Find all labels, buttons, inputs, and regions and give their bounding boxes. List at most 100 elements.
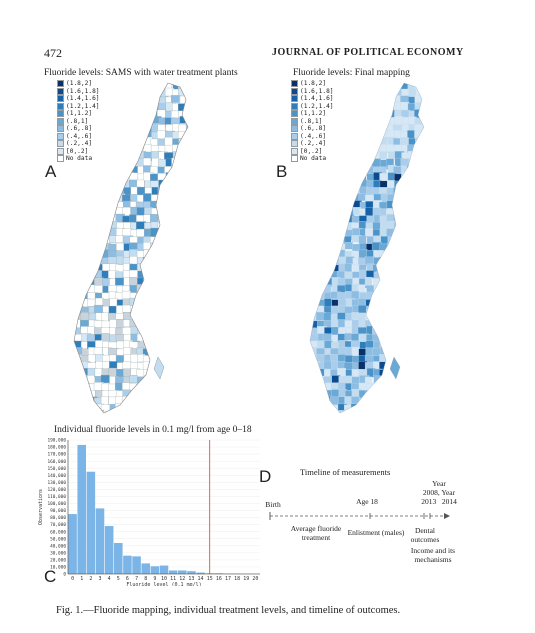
map-region (74, 117, 82, 127)
map-region (156, 334, 165, 343)
map-region (74, 403, 83, 412)
map-region (102, 124, 110, 133)
map-region (129, 103, 138, 113)
map-region (443, 279, 446, 287)
y-tick-label: 140,000 (47, 473, 66, 479)
legend-label: (.6,.8] (66, 125, 93, 132)
map-region (157, 257, 167, 267)
timeline-treatment-label: Average fluoride treatment (290, 524, 342, 542)
y-tick-label: 0 (63, 572, 66, 578)
map-region (193, 228, 203, 238)
map-region (323, 404, 332, 413)
map-region (158, 229, 166, 237)
map-region (421, 404, 424, 412)
map-region (310, 221, 313, 231)
map-region (115, 109, 126, 119)
map-region (421, 221, 424, 229)
map-region (310, 389, 313, 400)
map-region (122, 101, 132, 112)
x-tick-label: 2 (89, 576, 92, 582)
map-region (401, 264, 410, 274)
map-region (121, 83, 131, 92)
map-region (407, 410, 417, 413)
map-region (379, 397, 387, 406)
map-region (344, 410, 354, 413)
map-region (379, 306, 389, 316)
map-region (324, 130, 335, 141)
map-region (443, 83, 446, 91)
map-region (206, 158, 210, 167)
map-region (393, 383, 401, 392)
map-region (429, 404, 438, 413)
map-region (86, 206, 96, 215)
map-region (437, 313, 445, 322)
map-region (430, 172, 437, 179)
map-region (422, 361, 424, 371)
map-region (337, 137, 347, 146)
map-region (130, 83, 138, 90)
map-region (200, 83, 210, 91)
map-region (331, 229, 341, 237)
map-region (61, 244, 70, 253)
map-region (179, 383, 188, 393)
map-region (165, 277, 175, 286)
map-region (414, 263, 424, 272)
map-region (200, 131, 210, 138)
map-region (193, 347, 202, 356)
map-region (115, 159, 124, 170)
map-region (157, 396, 167, 404)
map-region (185, 122, 188, 131)
legend-label: (.8,1] (300, 117, 323, 125)
gotland-island (389, 356, 401, 380)
map-region (74, 180, 83, 189)
map-region (351, 83, 360, 91)
map-region (172, 144, 180, 153)
map-region (310, 83, 312, 85)
map-region (144, 313, 154, 324)
map-region (302, 123, 309, 130)
map-region (317, 88, 326, 98)
map-region (365, 117, 375, 128)
map-region (437, 265, 444, 273)
map-region (164, 284, 174, 295)
map-region (350, 89, 359, 99)
map-region (74, 312, 76, 322)
map-region (414, 220, 423, 230)
map-region (95, 200, 104, 211)
map-region (310, 193, 320, 203)
map-region (296, 300, 305, 308)
legend-label: (1,1.2] (66, 110, 93, 117)
map-region (137, 137, 146, 146)
map-region (414, 229, 424, 238)
map-region (379, 383, 387, 391)
map-region (297, 117, 304, 125)
legend-item: (.2,.4] (291, 140, 334, 148)
map-region (171, 312, 181, 323)
map-region (414, 179, 424, 189)
map-region (372, 117, 382, 126)
map-region (206, 132, 210, 140)
map-region (358, 409, 367, 413)
map-region (171, 298, 180, 308)
map-region (61, 125, 71, 133)
map-region (186, 180, 188, 190)
map-region (171, 361, 182, 371)
map-region (172, 228, 180, 236)
map-region (414, 376, 423, 387)
map-region (178, 312, 186, 321)
map-region (296, 347, 303, 357)
map-region (310, 172, 318, 182)
map-region (80, 397, 90, 406)
map-region (129, 95, 138, 105)
map-region (178, 221, 188, 230)
map-region (310, 375, 312, 384)
map-region (74, 236, 83, 245)
map-region (74, 299, 75, 309)
map-region (60, 412, 69, 415)
map-region (100, 228, 109, 238)
map-region (310, 291, 313, 300)
map-region (296, 215, 304, 223)
map-region (114, 102, 123, 111)
map-region (406, 326, 416, 335)
map-region (66, 284, 73, 292)
